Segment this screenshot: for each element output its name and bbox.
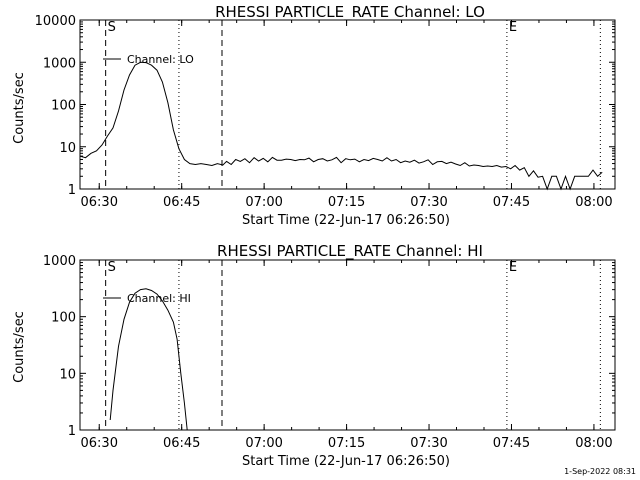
marker-label: S: [108, 260, 116, 275]
y-tick-label: 100: [51, 311, 76, 326]
plot-frame: [79, 19, 616, 190]
chart-panel-hi: RHESSI PARTICLE_RATE Channel: HI Counts/…: [12, 242, 616, 469]
x-tick-label: 07:00: [245, 436, 282, 451]
x-tick-label: 07:15: [328, 436, 365, 451]
footer-timestamp: 1-Sep-2022 08:31: [564, 467, 636, 476]
x-tick-label: 07:45: [493, 195, 530, 210]
y-tick-label: 10: [59, 367, 76, 382]
chart-panel-lo: RHESSI PARTICLE_RATE Channel: LO Counts/…: [12, 3, 616, 228]
series: [79, 61, 603, 191]
y-axis: 1 10 100 1000: [43, 254, 615, 439]
y-axis: 1 10 100 1000 10000: [35, 14, 615, 198]
x-tick-label: 07:30: [410, 436, 447, 451]
y-tick-label: 10000: [35, 14, 76, 29]
y-tick-label: 1: [68, 424, 76, 439]
x-axis-label: Start Time (22-Jun-17 06:26:50): [242, 454, 450, 469]
series: [109, 288, 188, 431]
plot-frame: [79, 259, 616, 431]
x-axis: 06:30 06:45 07:00 07:15 07:30 07:45 08:00: [81, 20, 613, 210]
series-line: [109, 288, 188, 431]
marker-label: E: [509, 20, 517, 35]
x-tick-label: 06:30: [81, 195, 118, 210]
x-tick-label: 06:45: [163, 195, 200, 210]
x-axis: 06:30 06:45 07:00 07:15 07:30 07:45 08:00: [81, 260, 613, 451]
x-axis-label: Start Time (22-Jun-17 06:26:50): [242, 213, 450, 228]
x-tick-label: 08:00: [575, 436, 612, 451]
y-tick-label: 1000: [43, 254, 76, 269]
x-tick-label: 07:30: [410, 195, 447, 210]
y-axis-label: Counts/sec: [12, 311, 27, 383]
legend: Channel: HI: [103, 292, 191, 305]
y-tick-label: 1: [68, 183, 76, 198]
x-tick-label: 06:45: [163, 436, 200, 451]
chart-title: RHESSI PARTICLE_RATE Channel: HI: [217, 242, 483, 261]
marker-label: S: [108, 20, 116, 35]
y-axis-label: Counts/sec: [12, 72, 27, 144]
x-tick-label: 07:15: [328, 195, 365, 210]
y-tick-label: 10: [59, 141, 76, 156]
x-tick-label: 08:00: [575, 195, 612, 210]
y-tick-label: 1000: [43, 56, 76, 71]
series-line: [79, 61, 603, 191]
x-tick-label: 07:00: [245, 195, 282, 210]
x-tick-label: 06:30: [81, 436, 118, 451]
y-tick-label: 100: [51, 99, 76, 114]
legend-label: Channel: HI: [127, 292, 191, 305]
x-tick-label: 07:45: [493, 436, 530, 451]
chart-title: RHESSI PARTICLE_RATE Channel: LO: [215, 3, 485, 22]
marker-label: E: [509, 260, 517, 275]
